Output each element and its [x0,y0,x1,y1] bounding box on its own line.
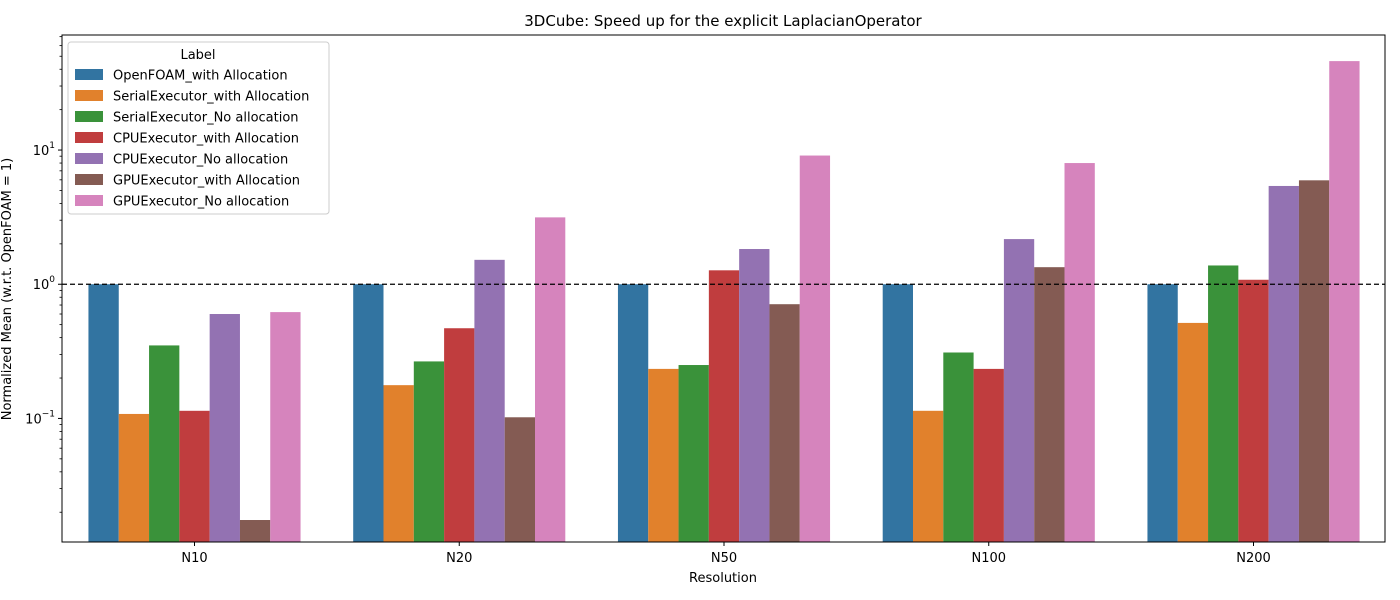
legend-swatch [75,132,103,143]
legend: Label OpenFOAM_with Allocation SerialExec… [67,41,330,215]
legend-swatch [75,153,103,164]
x-axis-label: Resolution [689,571,757,586]
bar [118,413,150,542]
legend-swatch [75,90,103,101]
bar [270,312,301,542]
bar [708,270,740,542]
bar [535,217,566,542]
bar [383,385,414,542]
x-tick-label: N50 [711,551,737,566]
bar [739,249,770,542]
bar [617,284,649,542]
bar [1329,61,1360,543]
y-tick-label: 101 [33,141,55,159]
bar [88,284,119,542]
bar [678,365,709,542]
y-axis-label: Normalized Mean (w.r.t. OpenFOAM = 1) [0,158,15,421]
bar [474,259,505,542]
legend-entry-label: SerialExecutor_with Allocation [113,90,309,105]
legend-entry-label: GPUExecutor_with Allocation [113,174,300,189]
x-tick-label: N10 [181,551,207,566]
bar [1064,163,1095,543]
y-tick-label: 10−1 [25,409,55,427]
bar [413,361,445,542]
bar [1177,322,1209,542]
legend-entry-label: CPUExecutor_No allocation [113,153,288,168]
bar [353,284,384,542]
legend-title: Label [180,48,215,63]
legend-entry-label: OpenFOAM_with Allocation [113,69,288,84]
legend-swatch [75,195,103,206]
bar [648,368,679,542]
bar [209,314,240,542]
legend-entry-label: SerialExecutor_No allocation [113,111,299,126]
bar [913,410,944,542]
bar [943,352,974,542]
legend-entry-label: CPUExecutor_with Allocation [113,132,299,147]
legend-swatch [75,111,103,122]
chart-title: 3DCube: Speed up for the explicit Laplac… [524,12,922,30]
legend-entry-label: GPUExecutor_No allocation [113,195,289,210]
bar [179,410,210,542]
bar [769,304,800,542]
bar [973,368,1004,542]
legend-items: OpenFOAM_with Allocation SerialExecutor_w… [75,69,309,210]
bar [1268,185,1299,542]
ticks-layer: N10 N20 N50 N100 N200 10−1 100 101 [25,36,1271,566]
legend-box [67,41,330,215]
bar [239,520,271,542]
bar [1298,180,1330,542]
y-tick-label: 100 [33,275,56,293]
legend-swatch [75,174,103,185]
bar [1034,267,1065,542]
plot-area: N10 N20 N50 N100 N200 10−1 100 101 [25,34,1386,566]
bar [1147,284,1178,542]
legend-swatch [75,69,103,80]
bar [799,155,831,543]
bar [444,328,475,542]
x-tick-label: N20 [446,551,472,566]
bar [1003,239,1035,542]
bar [149,345,180,542]
bar [882,284,913,542]
x-tick-label: N100 [971,551,1006,566]
bar [504,417,535,542]
x-tick-label: N200 [1236,551,1271,566]
bars-layer [88,61,1360,543]
bar [1238,279,1269,542]
bar [1208,265,1239,542]
